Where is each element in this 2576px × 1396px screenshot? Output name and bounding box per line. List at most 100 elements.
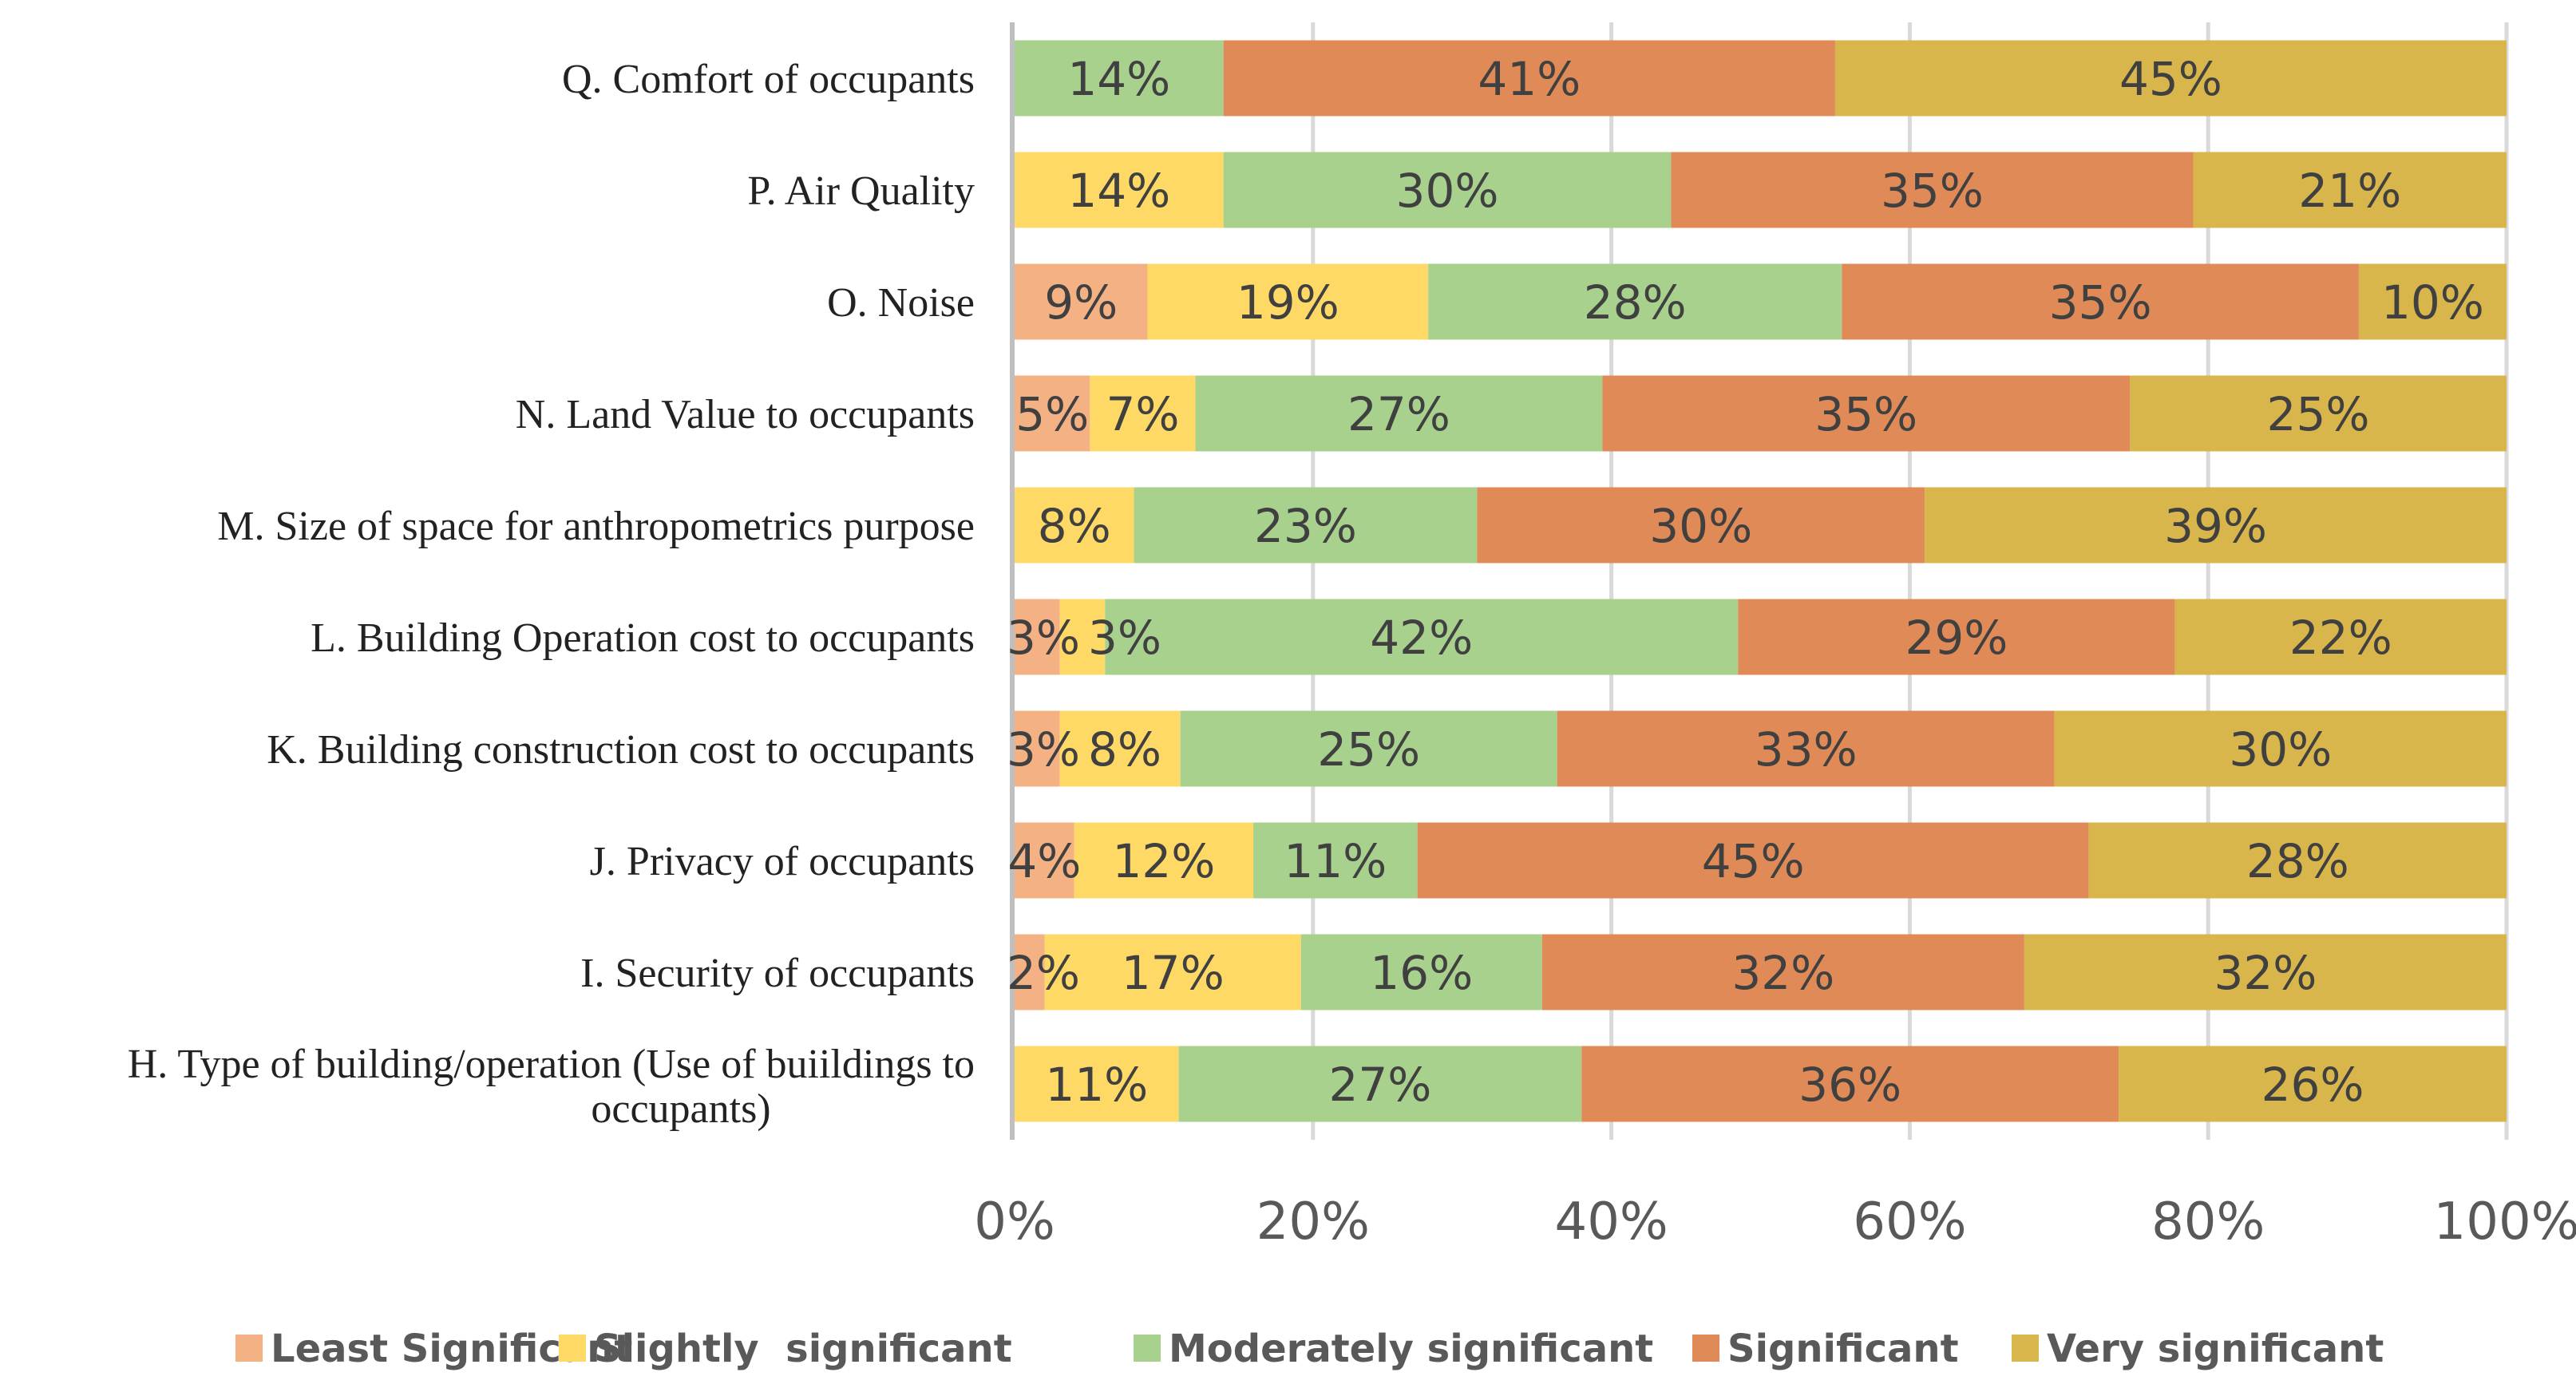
data-label: 16% xyxy=(1370,946,1473,1000)
data-label: 27% xyxy=(1347,387,1450,441)
bar-segment xyxy=(1925,487,2507,564)
legend-swatch xyxy=(235,1335,263,1362)
data-label: 36% xyxy=(1798,1058,1901,1112)
bar-segment xyxy=(1015,487,1134,564)
data-label: 30% xyxy=(1396,164,1499,218)
data-label: 35% xyxy=(2049,275,2152,330)
bar-segment xyxy=(2193,152,2507,228)
data-label: 8% xyxy=(1038,499,1111,553)
legend-swatch xyxy=(1692,1335,1719,1362)
data-label: 19% xyxy=(1237,275,1339,330)
legend-label: Moderately significant xyxy=(1169,1327,1653,1371)
data-label: 45% xyxy=(1702,834,1805,888)
bar-segment xyxy=(2054,710,2507,787)
data-label: 27% xyxy=(1328,1058,1431,1112)
category-label: Q. Comfort of occupants xyxy=(562,57,975,102)
bar-segment xyxy=(1842,263,2359,340)
data-label: 14% xyxy=(1067,52,1170,106)
data-label: 21% xyxy=(2298,164,2401,218)
data-label: 45% xyxy=(2119,52,2222,106)
bar-segment xyxy=(1015,934,1045,1010)
data-label: 9% xyxy=(1044,275,1118,330)
data-labels: 14% 41% 45% 14% 30% 35% 21% 9% 19% 28% 35% 10% 5% 7% 2… xyxy=(1007,52,2484,1112)
x-tick-label: 0% xyxy=(974,1192,1055,1252)
bar-segment xyxy=(1253,822,1418,899)
data-label: 30% xyxy=(1649,499,1752,553)
bar-segment xyxy=(1015,1046,1179,1122)
bar-segment xyxy=(1223,152,1672,228)
legend-label: Significant xyxy=(1727,1327,1959,1371)
bar-segment xyxy=(1015,152,1224,228)
data-label: 10% xyxy=(2381,275,2484,330)
bar-segment xyxy=(1015,599,1060,675)
data-label: 11% xyxy=(1284,834,1387,888)
bar-segment xyxy=(1090,375,1196,452)
category-label: L. Building Operation cost to occupants xyxy=(311,615,975,661)
data-label: 17% xyxy=(1122,946,1225,1000)
data-label: 11% xyxy=(1045,1058,1148,1112)
bar-segment xyxy=(1147,263,1429,340)
data-label: 42% xyxy=(1370,611,1473,665)
bar-segment xyxy=(1044,934,1301,1010)
bar-segment xyxy=(1105,599,1739,675)
data-label: 22% xyxy=(2289,611,2392,665)
legend-label: Slightly significant xyxy=(594,1327,1012,1371)
category-label: M. Size of space for anthropometrics pur… xyxy=(217,504,975,549)
legend-label: Very significant xyxy=(2047,1327,2384,1371)
bar-segment xyxy=(1477,487,1925,564)
data-label: 33% xyxy=(1755,722,1858,777)
bar-segment xyxy=(2119,1046,2507,1122)
data-label: 35% xyxy=(1814,387,1917,441)
data-label: 3% xyxy=(1007,722,1080,777)
bar-segment xyxy=(1300,934,1542,1010)
bar-segment xyxy=(1015,822,1074,899)
bar-segment xyxy=(1428,263,1842,340)
bar-segment xyxy=(1223,40,1835,117)
category-label: H. Type of building/operation (Use of bu… xyxy=(128,1042,975,1132)
bar-segment xyxy=(1015,40,1224,117)
legend-swatch xyxy=(1134,1335,1161,1362)
bar-segment xyxy=(1195,375,1603,452)
data-label: 25% xyxy=(1317,722,1420,777)
bar-segment xyxy=(1178,1046,1582,1122)
bar-segment xyxy=(1015,710,1060,787)
bar-segment xyxy=(1671,152,2194,228)
data-label: 8% xyxy=(1088,722,1161,777)
data-label: 32% xyxy=(2214,946,2317,1000)
bar-segment xyxy=(1015,263,1148,340)
category-label: J. Privacy of occupants xyxy=(590,839,975,884)
data-label: 30% xyxy=(2229,722,2332,777)
bar-segment xyxy=(1738,599,2175,675)
x-tick-label: 20% xyxy=(1256,1192,1370,1252)
data-label: 28% xyxy=(2246,834,2349,888)
bar-segment xyxy=(2174,599,2507,675)
data-label: 39% xyxy=(2164,499,2267,553)
data-label: 23% xyxy=(1254,499,1357,553)
data-label: 26% xyxy=(2261,1058,2364,1112)
x-tick-label: 100% xyxy=(2434,1192,2576,1252)
bar-segment xyxy=(1541,934,2024,1010)
data-label: 2% xyxy=(1007,946,1080,1000)
data-label: 28% xyxy=(1584,275,1687,330)
x-tick-label: 40% xyxy=(1554,1192,1668,1252)
bar-segment xyxy=(1059,599,1106,675)
category-label: O. Noise xyxy=(827,280,975,326)
legend-swatch xyxy=(559,1335,586,1362)
category-label: K. Building construction cost to occupan… xyxy=(267,727,975,773)
x-tick-label: 80% xyxy=(2151,1192,2265,1252)
bar-segment xyxy=(1602,375,2131,452)
bar-segment xyxy=(2088,822,2507,899)
bar-segment xyxy=(1180,710,1557,787)
bar-segment xyxy=(1059,710,1181,787)
data-label: 7% xyxy=(1106,387,1179,441)
category-label: P. Air Quality xyxy=(747,168,975,214)
data-label: 3% xyxy=(1007,611,1080,665)
bar-segment xyxy=(1015,375,1090,452)
data-label: 25% xyxy=(2267,387,2370,441)
bar-segment xyxy=(2024,934,2507,1010)
bar-segment xyxy=(1134,487,1478,564)
bars xyxy=(1015,40,2507,1122)
bar-segment xyxy=(2130,375,2507,452)
